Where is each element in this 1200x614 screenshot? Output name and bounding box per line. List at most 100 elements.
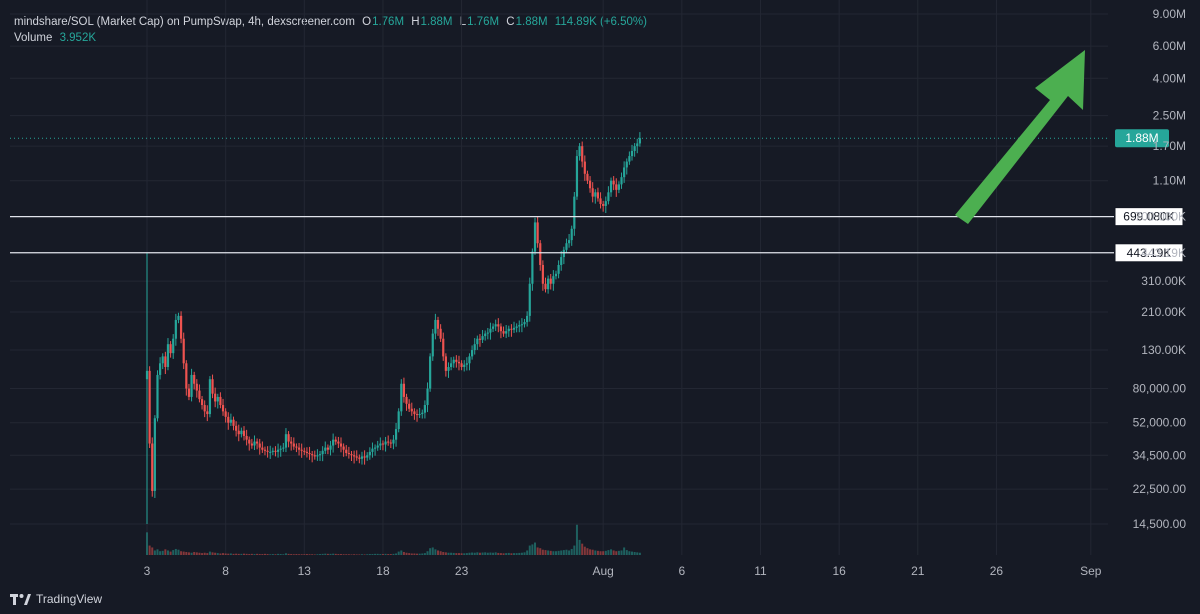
- volume-label[interactable]: Volume: [14, 32, 53, 44]
- candle-up: [418, 414, 421, 416]
- volume-bar: [193, 551, 196, 555]
- volume-bar: [355, 554, 358, 555]
- volume-bar: [379, 554, 382, 555]
- volume-bar: [633, 551, 636, 555]
- volume-bar: [326, 553, 329, 555]
- candle-down: [358, 457, 361, 459]
- close-label: C: [506, 16, 515, 28]
- volume-bar: [208, 551, 211, 555]
- volume-bar: [497, 552, 500, 555]
- candle-up: [560, 257, 563, 265]
- volume-bar: [319, 554, 322, 555]
- candle-down: [261, 447, 264, 450]
- candle-up: [360, 456, 364, 459]
- volume-bar: [371, 554, 374, 555]
- y-tick-label: 52,000.00: [1133, 416, 1187, 430]
- candle-up: [426, 388, 429, 406]
- volume-bar: [426, 551, 429, 555]
- volume-bar: [153, 550, 156, 555]
- candle-up: [452, 359, 455, 364]
- candle-up: [384, 441, 387, 445]
- volume-bar: [486, 552, 489, 555]
- candle-up: [505, 331, 508, 334]
- candle-down: [195, 383, 198, 391]
- volume-bar: [604, 550, 607, 555]
- x-tick-label: 3: [144, 564, 151, 578]
- candle-up: [476, 338, 479, 345]
- x-tick-label: 13: [298, 564, 312, 578]
- tradingview-footer[interactable]: TradingView: [10, 592, 102, 606]
- x-tick-label: 21: [911, 564, 925, 578]
- volume-bar: [376, 553, 379, 555]
- candle-up: [208, 379, 212, 415]
- volume-bar: [256, 553, 259, 555]
- volume-bar: [416, 553, 419, 555]
- candle-up: [400, 383, 403, 412]
- candle-up: [276, 449, 280, 452]
- time-axis[interactable]: 3 8 13 18 23 Aug 6 11 16 21 26 Sep: [144, 564, 1102, 578]
- volume-bar: [421, 553, 424, 555]
- candle-up: [578, 146, 581, 157]
- volume-bar: [536, 547, 539, 555]
- candle-down: [457, 361, 461, 364]
- candle-down: [211, 379, 214, 394]
- volume-bar: [353, 554, 356, 555]
- volume-bar: [473, 552, 476, 555]
- volume-bar: [513, 553, 516, 555]
- volume-bar: [568, 550, 571, 555]
- candle-down: [200, 399, 204, 406]
- volume-bar: [166, 550, 169, 555]
- volume-bar: [366, 554, 369, 555]
- candle-up: [526, 315, 529, 323]
- candle-down: [402, 383, 406, 397]
- candle-up: [240, 430, 243, 435]
- level-price-label: 699.080K: [1123, 210, 1174, 224]
- x-tick-label: Aug: [592, 564, 613, 578]
- x-tick-label: 26: [990, 564, 1004, 578]
- volume-bar: [557, 550, 560, 555]
- candle-up: [617, 184, 620, 190]
- volume-bar: [431, 547, 434, 555]
- volume-bar: [169, 551, 172, 555]
- candle-down: [353, 455, 356, 457]
- volume-bar: [437, 550, 440, 555]
- price-axis[interactable]: 9.00M 6.00M 4.00M 2.50M 1.70M 1.10M 700.000K 44…: [1133, 7, 1187, 531]
- candle-down: [313, 455, 316, 457]
- candle-up: [473, 344, 476, 351]
- volume-bar: [510, 553, 513, 555]
- volume-bar: [243, 553, 246, 555]
- volume-bar: [240, 553, 243, 555]
- candle-up: [636, 143, 639, 147]
- x-tick-label: 11: [754, 564, 767, 578]
- volume-bar: [492, 552, 495, 555]
- x-tick-label: 23: [455, 564, 469, 578]
- volume-bar: [586, 548, 589, 555]
- y-tick-label: 14,500.00: [1133, 517, 1187, 531]
- volume-bar: [581, 543, 584, 555]
- volume-bar: [190, 552, 193, 555]
- volume-bar: [554, 551, 557, 555]
- candle-down: [599, 198, 602, 204]
- volume-bar: [161, 550, 164, 555]
- candle-down: [497, 324, 500, 327]
- candle-up: [491, 326, 495, 329]
- candle-down: [536, 222, 539, 244]
- volume-bar: [287, 553, 290, 555]
- candle-down: [303, 450, 306, 452]
- volume-bar: [282, 554, 285, 555]
- horizontal-levels[interactable]: 699.080K 443.19K 1.88M: [10, 129, 1184, 263]
- candle-down: [203, 405, 206, 412]
- volume-bar: [570, 548, 573, 555]
- candle-up: [465, 363, 468, 365]
- candle-down: [182, 338, 185, 364]
- y-tick-label: 9.00M: [1153, 7, 1186, 21]
- x-tick-label: 8: [222, 564, 229, 578]
- symbol-title[interactable]: mindshare/SOL (Market Cap) on PumpSwap, …: [14, 16, 355, 28]
- y-tick-label: 6.00M: [1153, 39, 1186, 53]
- volume-bar: [392, 553, 395, 555]
- volume-bar: [405, 552, 408, 555]
- low-value: 1.76M: [467, 16, 500, 28]
- volume-bar: [489, 552, 492, 555]
- volume-bar: [284, 553, 287, 555]
